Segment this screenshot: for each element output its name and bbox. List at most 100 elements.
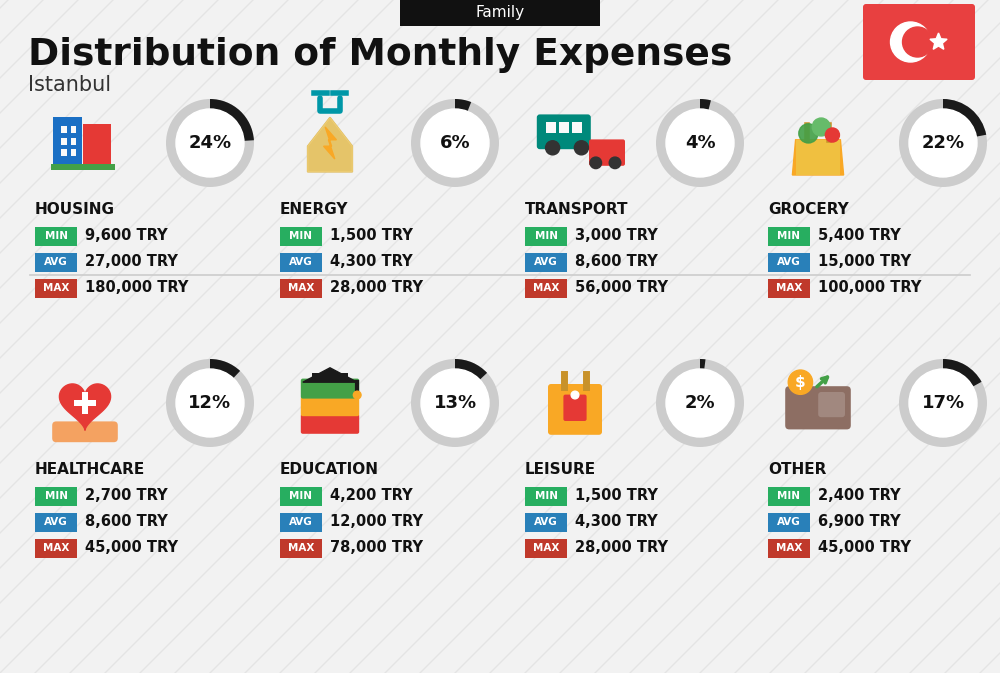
Text: 78,000 TRY: 78,000 TRY <box>330 540 423 555</box>
FancyBboxPatch shape <box>51 164 115 170</box>
Text: 15,000 TRY: 15,000 TRY <box>818 254 911 269</box>
Wedge shape <box>656 99 744 187</box>
Text: 9,600 TRY: 9,600 TRY <box>85 229 168 244</box>
Text: 1,500 TRY: 1,500 TRY <box>330 229 413 244</box>
Text: 4,300 TRY: 4,300 TRY <box>330 254 413 269</box>
Text: 2%: 2% <box>685 394 715 412</box>
Text: HOUSING: HOUSING <box>35 203 115 217</box>
FancyBboxPatch shape <box>548 384 602 435</box>
Text: MIN: MIN <box>44 491 68 501</box>
Wedge shape <box>943 359 982 386</box>
Wedge shape <box>700 99 711 110</box>
FancyBboxPatch shape <box>768 279 810 297</box>
Circle shape <box>799 124 818 143</box>
Text: MAX: MAX <box>533 283 559 293</box>
Circle shape <box>353 391 361 399</box>
Text: MIN: MIN <box>778 491 800 501</box>
Text: 4,300 TRY: 4,300 TRY <box>575 514 658 530</box>
Text: Family: Family <box>475 5 525 20</box>
FancyBboxPatch shape <box>312 374 348 382</box>
Text: OTHER: OTHER <box>768 462 826 478</box>
FancyBboxPatch shape <box>71 127 76 133</box>
FancyBboxPatch shape <box>400 0 600 26</box>
Circle shape <box>421 369 489 437</box>
Circle shape <box>571 391 579 399</box>
Text: ENERGY: ENERGY <box>280 203 349 217</box>
FancyBboxPatch shape <box>71 149 76 156</box>
Text: MIN: MIN <box>290 491 312 501</box>
Wedge shape <box>455 99 471 112</box>
Text: AVG: AVG <box>777 517 801 527</box>
Circle shape <box>609 157 621 169</box>
FancyBboxPatch shape <box>537 114 591 149</box>
Wedge shape <box>455 359 487 380</box>
FancyBboxPatch shape <box>559 122 569 133</box>
Text: 12%: 12% <box>188 394 232 412</box>
Text: AVG: AVG <box>44 257 68 267</box>
FancyBboxPatch shape <box>525 279 567 297</box>
Text: MAX: MAX <box>43 283 69 293</box>
Text: MIN: MIN <box>778 231 800 241</box>
FancyBboxPatch shape <box>818 392 845 417</box>
Text: MAX: MAX <box>776 543 802 553</box>
Circle shape <box>666 109 734 177</box>
FancyBboxPatch shape <box>35 487 77 505</box>
FancyBboxPatch shape <box>525 487 567 505</box>
Circle shape <box>546 141 560 155</box>
Wedge shape <box>411 359 499 447</box>
FancyBboxPatch shape <box>768 227 810 246</box>
Wedge shape <box>700 359 706 369</box>
FancyBboxPatch shape <box>35 279 77 297</box>
Circle shape <box>176 369 244 437</box>
FancyBboxPatch shape <box>53 117 82 169</box>
FancyBboxPatch shape <box>785 386 851 429</box>
FancyBboxPatch shape <box>563 394 587 421</box>
FancyBboxPatch shape <box>796 140 840 175</box>
FancyBboxPatch shape <box>35 252 77 271</box>
Polygon shape <box>59 384 111 430</box>
Text: AVG: AVG <box>44 517 68 527</box>
Text: 6%: 6% <box>440 134 470 152</box>
FancyBboxPatch shape <box>768 252 810 271</box>
FancyBboxPatch shape <box>83 124 111 166</box>
Text: 8,600 TRY: 8,600 TRY <box>575 254 658 269</box>
Text: 22%: 22% <box>921 134 965 152</box>
FancyBboxPatch shape <box>525 227 567 246</box>
Circle shape <box>788 370 813 394</box>
Wedge shape <box>210 99 254 141</box>
Text: 56,000 TRY: 56,000 TRY <box>575 281 668 295</box>
FancyBboxPatch shape <box>525 538 567 557</box>
FancyBboxPatch shape <box>61 149 67 156</box>
Text: 5,400 TRY: 5,400 TRY <box>818 229 901 244</box>
Text: MAX: MAX <box>288 543 314 553</box>
FancyBboxPatch shape <box>546 122 556 133</box>
Circle shape <box>590 157 602 169</box>
Text: 24%: 24% <box>188 134 232 152</box>
FancyBboxPatch shape <box>768 513 810 532</box>
Text: 4%: 4% <box>685 134 715 152</box>
Wedge shape <box>166 99 254 187</box>
FancyBboxPatch shape <box>280 513 322 532</box>
Text: MIN: MIN <box>44 231 68 241</box>
Text: HEALTHCARE: HEALTHCARE <box>35 462 145 478</box>
Circle shape <box>909 369 977 437</box>
FancyBboxPatch shape <box>863 4 975 80</box>
Circle shape <box>421 109 489 177</box>
Text: Istanbul: Istanbul <box>28 75 111 95</box>
FancyBboxPatch shape <box>61 127 67 133</box>
FancyBboxPatch shape <box>71 137 76 145</box>
Circle shape <box>574 141 588 155</box>
Wedge shape <box>411 99 499 187</box>
Text: MAX: MAX <box>776 283 802 293</box>
Text: Distribution of Monthly Expenses: Distribution of Monthly Expenses <box>28 37 732 73</box>
Text: 4,200 TRY: 4,200 TRY <box>330 489 413 503</box>
FancyBboxPatch shape <box>589 139 625 166</box>
Text: 2,700 TRY: 2,700 TRY <box>85 489 168 503</box>
Text: EDUCATION: EDUCATION <box>280 462 379 478</box>
Polygon shape <box>308 117 352 172</box>
Text: 2,400 TRY: 2,400 TRY <box>818 489 901 503</box>
Text: 45,000 TRY: 45,000 TRY <box>818 540 911 555</box>
Text: 8,600 TRY: 8,600 TRY <box>85 514 168 530</box>
FancyBboxPatch shape <box>301 414 359 434</box>
Wedge shape <box>899 359 987 447</box>
